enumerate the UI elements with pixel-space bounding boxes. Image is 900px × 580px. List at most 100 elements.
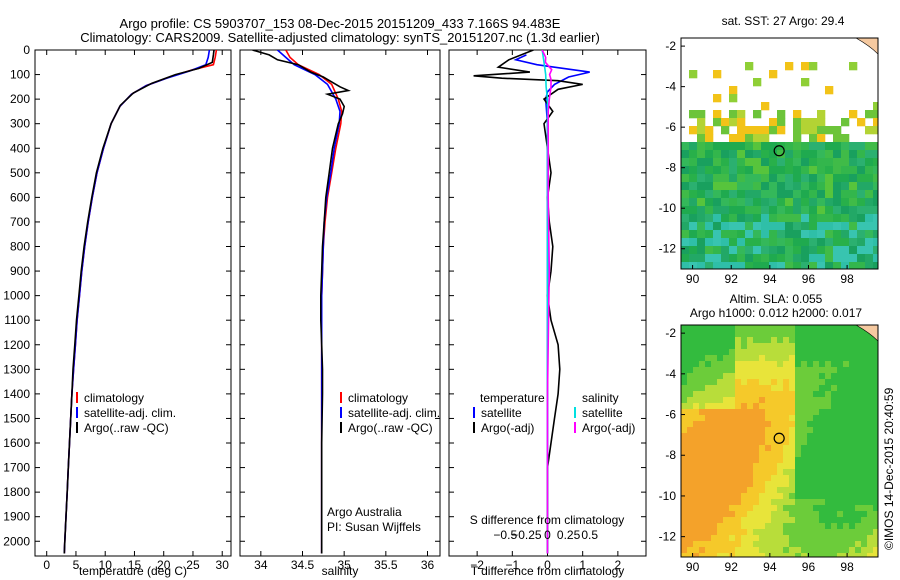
- sla-cell: [723, 517, 730, 524]
- sla-cell: [753, 349, 760, 356]
- sla-cell: [765, 397, 772, 404]
- sla-cell: [693, 529, 700, 536]
- sla-cell: [723, 547, 730, 554]
- sla-cell: [777, 343, 784, 350]
- sla-cell: [765, 529, 772, 536]
- sla-cell: [813, 355, 820, 362]
- sla-cell: [699, 463, 706, 470]
- sla-cell: [831, 337, 838, 344]
- sst-cell: [681, 166, 690, 175]
- sla-cell: [831, 403, 838, 410]
- sla-cell: [729, 493, 736, 500]
- sla-cell: [693, 433, 700, 440]
- sla-cell: [783, 547, 790, 554]
- sst-cell: [865, 262, 874, 269]
- sla-cell: [801, 373, 808, 380]
- sla-cell: [783, 535, 790, 542]
- sla-cell: [849, 529, 856, 536]
- sla-cell: [837, 451, 844, 458]
- sla-cell: [699, 487, 706, 494]
- sla-cell: [837, 355, 844, 362]
- sla-cell: [741, 385, 748, 392]
- sla-cell: [795, 445, 802, 452]
- sla-cell: [819, 421, 826, 428]
- sla-cell: [771, 445, 778, 452]
- sst-cell: [729, 118, 738, 127]
- sla-cell: [687, 343, 694, 350]
- sla-cell: [795, 355, 802, 362]
- sla-cell: [711, 403, 718, 410]
- sla-cell: [849, 415, 856, 422]
- sla-cell: [753, 469, 760, 476]
- sla-cell: [741, 553, 748, 557]
- sst-cell: [809, 134, 818, 143]
- sla-cell: [861, 373, 868, 380]
- sla-cell: [813, 337, 820, 344]
- sst-cell: [785, 158, 794, 167]
- sla-cell: [771, 337, 778, 344]
- x-tick-label: 30: [216, 558, 230, 572]
- sla-cell: [849, 427, 856, 434]
- sst-cell: [745, 262, 754, 269]
- sla-cell: [831, 481, 838, 488]
- sla-cell: [681, 439, 688, 446]
- sla-cell: [705, 469, 712, 476]
- sst-cell: [745, 182, 754, 191]
- sst-cell: [761, 190, 770, 199]
- sst-cell: [857, 174, 866, 183]
- sst-cell: [697, 158, 706, 167]
- sst-cell: [841, 150, 850, 159]
- sla-cell: [801, 421, 808, 428]
- sla-cell: [687, 373, 694, 380]
- sla-cell: [717, 487, 724, 494]
- sst-cell: [777, 126, 786, 135]
- sla-cell: [747, 421, 754, 428]
- sla-cell: [813, 487, 820, 494]
- sla-cell: [723, 421, 730, 428]
- sla-cell: [699, 325, 706, 332]
- sst-cell: [809, 126, 818, 135]
- sla-cell: [867, 373, 874, 380]
- sla-cell: [837, 445, 844, 452]
- sst-cell: [793, 214, 802, 223]
- sst-cell: [825, 150, 834, 159]
- sla-cell: [753, 415, 760, 422]
- sst-cell: [841, 118, 850, 127]
- sla-cell: [687, 451, 694, 458]
- sst-cell: [777, 246, 786, 255]
- sla-cell: [693, 349, 700, 356]
- sst-cell: [697, 238, 706, 247]
- sst-cell: [785, 238, 794, 247]
- sla-cell: [723, 535, 730, 542]
- sla-cell: [825, 349, 832, 356]
- sla-cell: [693, 373, 700, 380]
- sla-cell: [825, 379, 832, 386]
- sla-cell: [843, 343, 850, 350]
- sst-cell: [817, 150, 826, 159]
- sla-cell: [681, 343, 688, 350]
- sla-cell: [819, 361, 826, 368]
- sla-cell: [867, 457, 874, 464]
- sst-cell: [689, 238, 698, 247]
- sst-cell: [745, 126, 754, 135]
- sla-cell: [789, 331, 796, 338]
- sla-cell: [741, 379, 748, 386]
- sla-cell: [789, 361, 796, 368]
- sla-cell: [855, 451, 862, 458]
- sst-cell: [857, 182, 866, 191]
- sst-cell: [745, 166, 754, 175]
- sla-cell: [837, 325, 844, 332]
- sla-cell: [699, 481, 706, 488]
- plot-frame: [239, 49, 441, 557]
- sla-cell: [867, 427, 874, 434]
- sla-cell: [837, 427, 844, 434]
- sla-cell: [759, 487, 766, 494]
- sla-cell: [861, 511, 868, 518]
- sla-cell: [717, 325, 724, 332]
- sst-cell: [729, 222, 738, 231]
- sst-cell: [721, 158, 730, 167]
- sla-cell: [699, 403, 706, 410]
- sla-cell: [783, 397, 790, 404]
- sst-cell: [841, 238, 850, 247]
- sla-cell: [741, 463, 748, 470]
